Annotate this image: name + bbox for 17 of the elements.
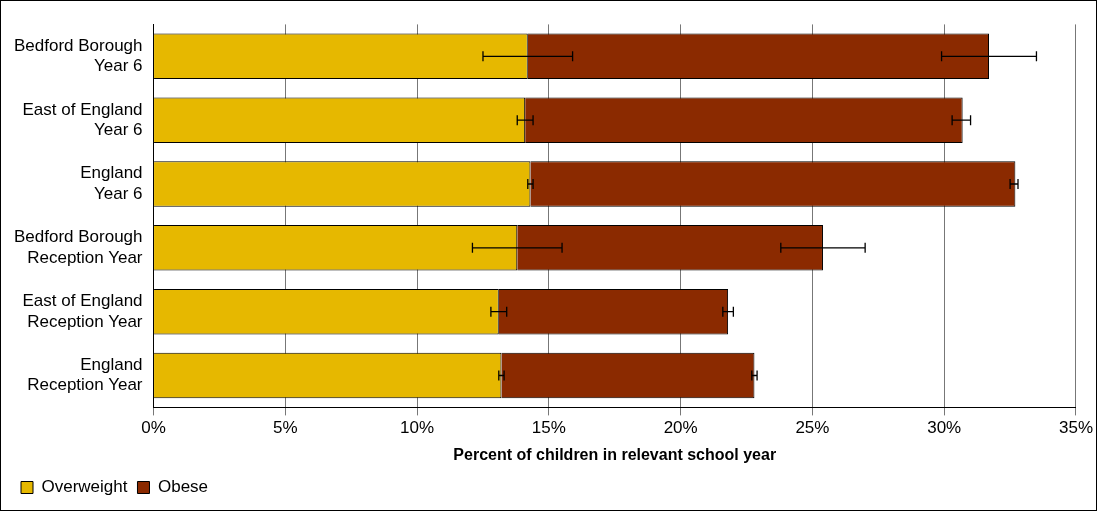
x-axis-title: Percent of children in relevant school year <box>453 445 777 463</box>
x-tick-label: 15% <box>531 418 566 438</box>
y-tick-label: East of England Year 6 <box>22 99 143 140</box>
legend-label: Obese <box>157 477 209 497</box>
x-tick-label: 5% <box>273 418 298 438</box>
x-tick-label: 35% <box>1058 418 1093 438</box>
y-tick-label: Bedford Borough Reception Year <box>13 227 143 267</box>
x-tick-label: 10% <box>400 418 435 438</box>
x-tick-label: 0% <box>141 418 166 438</box>
legend-label: Overweight <box>41 477 128 497</box>
y-tick-label: England Reception Year <box>27 354 143 395</box>
x-tick-label: 20% <box>663 418 698 438</box>
x-tick-label: 25% <box>795 418 830 438</box>
x-tick-label: 30% <box>927 418 962 438</box>
y-tick-label: Bedford Borough Year 6 <box>13 35 143 76</box>
y-tick-label: East of England Reception Year <box>22 291 143 331</box>
y-tick-label: England Year 6 <box>80 163 143 203</box>
